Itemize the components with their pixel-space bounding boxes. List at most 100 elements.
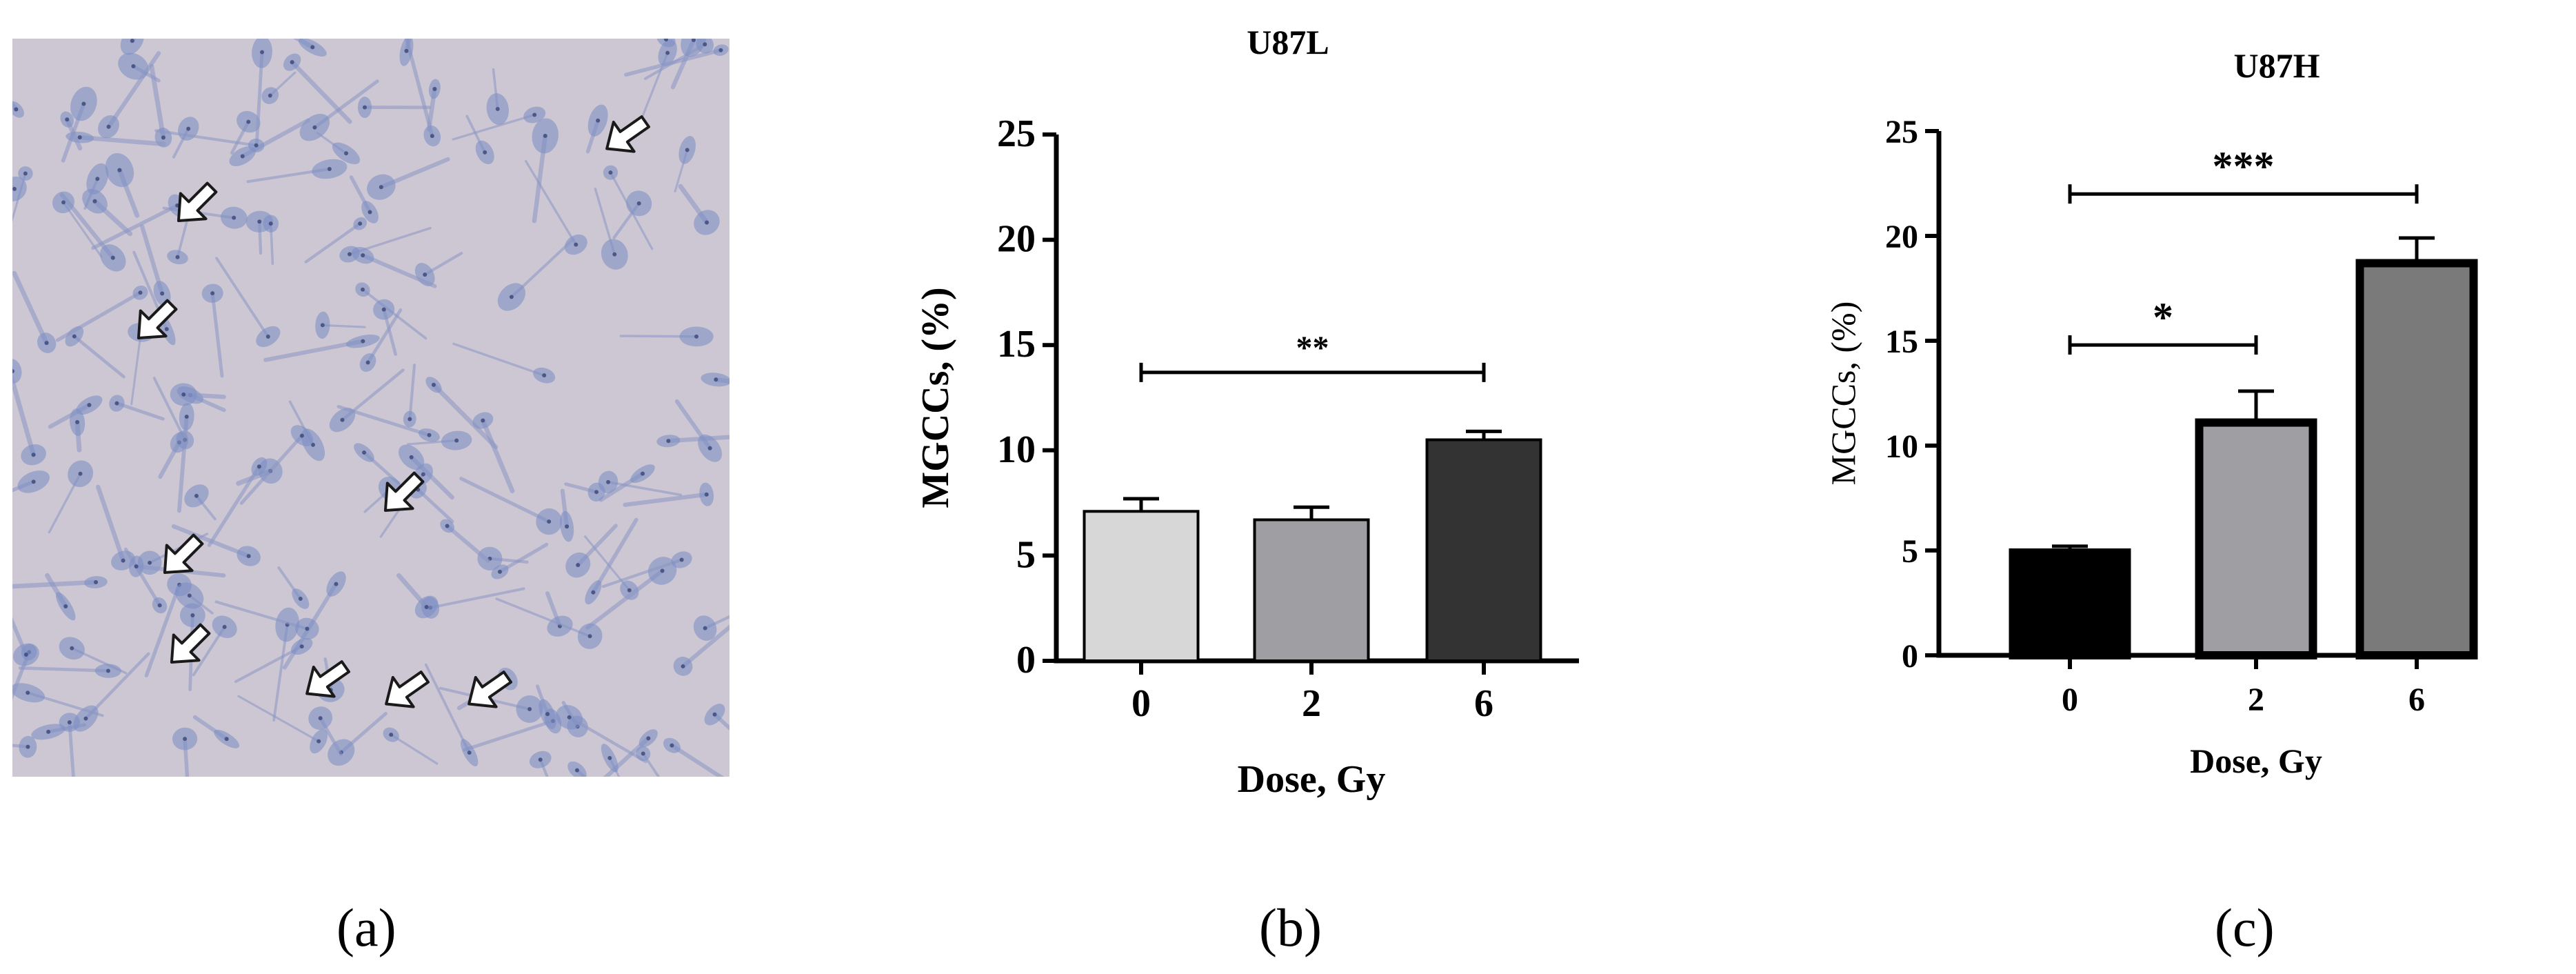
white-arrow-icon [137,299,178,340]
y-tick-label: 20 [1885,219,1918,255]
cell-process [601,558,683,588]
cell-nucleus [718,48,723,52]
cell-process [72,335,125,379]
cell-nucleus [210,291,215,296]
white-arrow-icon [385,670,430,708]
cell-nucleus [183,737,188,742]
cell-nucleus [175,255,180,259]
cell-nucleus [130,39,134,43]
cell-nucleus [26,744,30,749]
cell-process [18,666,110,673]
cell-nucleus [67,720,72,725]
panel-label-c: (c) [2215,897,2275,957]
cell-nucleus [72,334,77,339]
cell-process [290,59,352,124]
cell-nucleus [63,604,68,608]
cell-nucleus [160,291,165,296]
cell-nucleus [495,106,500,111]
cell-process [567,715,647,764]
white-arrow-icon [605,115,651,153]
cell-nucleus [714,377,718,382]
y-tick-label: 25 [1885,114,1918,150]
cell-nucleus [704,492,709,497]
cell-layer [0,0,810,833]
cell-process [154,129,258,147]
significance-label: *** [2213,143,2275,189]
cell-nucleus [110,255,115,260]
cell-nucleus [454,438,459,443]
cell-process [130,331,142,406]
cell-nucleus [138,290,143,295]
cell-process [607,481,683,497]
cell-nucleus [114,401,119,406]
cell-nucleus [467,751,472,755]
bar-dose-0 [1083,510,1200,662]
cell-nucleus [641,751,645,756]
cell-nucleus [305,626,310,631]
cell-nucleus [106,124,111,129]
cell-nucleus [194,493,199,498]
x-tick-label: 6 [2408,682,2425,718]
cell-nucleus [543,134,547,139]
cell-nucleus [340,417,345,422]
y-tick-label: 5 [1016,533,1036,576]
y-tick-label: 0 [1016,639,1036,682]
cell-nucleus [31,479,36,484]
panel-label-a: (a) [336,897,396,957]
x-axis-label: Dose, Gy [1238,758,1386,801]
x-tick-label: 0 [2062,682,2078,718]
cell-nucleus [361,339,365,344]
cell-nucleus [703,42,707,47]
cell-nucleus [117,168,122,172]
cell-process [591,517,638,595]
y-axis-label: MGCCs, (%) [914,287,957,508]
significance-label: * [2153,295,2173,340]
cell-nucleus [679,557,684,562]
cell-nucleus [134,564,139,569]
cell-nucleus [587,634,592,639]
cell-process [624,48,723,77]
bar-dose-0 [2009,548,2131,659]
cell-nucleus [232,215,237,220]
cell-nucleus [83,716,88,721]
cell-process [609,171,654,250]
cell-nucleus [596,118,601,123]
cell-nucleus [157,603,162,608]
cell-nucleus [161,135,165,140]
cell-process [390,733,439,765]
cell-nucleus [190,613,195,618]
cell-nucleus [148,560,152,565]
cell-nucleus [694,334,699,339]
x-tick-label: 2 [1302,682,1321,725]
cell-nucleus [105,668,110,673]
cell-nucleus [641,471,645,476]
cell-nucleus [567,715,572,719]
cell-nucleus [606,479,611,484]
cell-nucleus [547,519,552,524]
cell-nucleus [627,588,632,593]
cell-nucleus [268,221,273,226]
y-tick-label: 5 [1902,533,1918,570]
cell-process [171,524,251,559]
cell-nucleus [298,597,303,602]
y-tick-label: 25 [997,112,1036,155]
cell-process [12,270,49,346]
cell-nucleus [23,171,28,176]
cell-process [214,600,309,630]
cell-nucleus [299,644,304,649]
cell-nucleus [407,417,412,421]
cell-nucleus [268,93,272,98]
cell-process [429,587,525,609]
cell-nucleus [65,117,70,122]
y-tick-label: 10 [1885,428,1918,465]
cell-nucleus [389,733,394,737]
cell-nucleus [265,335,270,339]
cell-nucleus [312,125,317,130]
cell-nucleus [362,450,367,455]
cell-nucleus [565,524,570,529]
y-tick-label: 20 [997,218,1036,261]
cell-nucleus [431,382,436,387]
cell-nucleus [361,253,365,258]
cell-nucleus [608,170,613,175]
